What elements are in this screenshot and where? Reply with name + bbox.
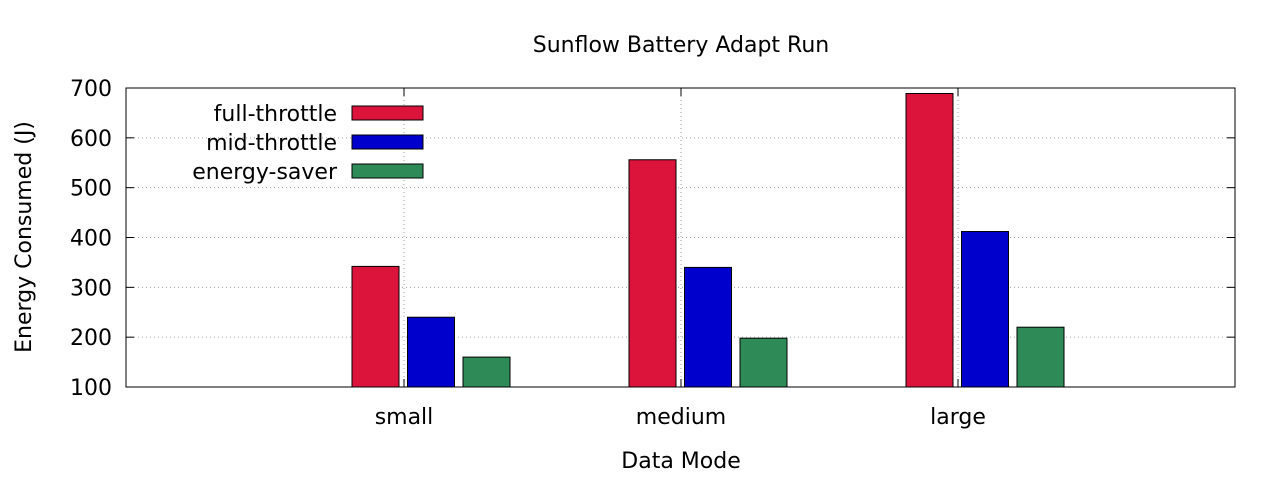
bar-energy-saver-small [462, 356, 511, 388]
x-tick-label: large [930, 405, 986, 430]
x-tick-label: medium [636, 405, 726, 430]
y-tick-label: 600 [70, 127, 112, 152]
y-tick-label: 100 [70, 376, 112, 401]
legend-swatch [351, 134, 424, 150]
bar-full-throttle-small [351, 265, 400, 388]
bar-mid-throttle-small [407, 316, 455, 388]
bars [351, 92, 1065, 388]
legend-swatch [351, 163, 424, 179]
bar-energy-saver-medium [739, 337, 788, 388]
bar-full-throttle-large [905, 92, 954, 388]
y-tick-label: 500 [70, 177, 112, 202]
legend-label: mid-throttle [206, 131, 337, 156]
legend: full-throttle mid-throttle energy-saver [192, 102, 424, 185]
chart-title: Sunflow Battery Adapt Run [533, 33, 829, 58]
x-axis-title: Data Mode [621, 449, 740, 474]
legend-label: energy-saver [192, 160, 338, 185]
y-tick-label: 300 [70, 276, 112, 301]
bar-mid-throttle-medium [684, 266, 732, 388]
x-ticks: small medium large [375, 88, 986, 430]
legend-swatch [351, 105, 424, 121]
legend-label: full-throttle [214, 102, 337, 127]
y-tick-label: 400 [70, 227, 112, 252]
y-ticks: 100 200 300 400 500 600 700 [70, 77, 1235, 401]
y-tick-label: 700 [70, 77, 112, 102]
y-axis-title: Energy Consumed (J) [12, 121, 37, 353]
y-tick-label: 200 [70, 326, 112, 351]
bar-energy-saver-large [1016, 326, 1065, 388]
bar-full-throttle-medium [628, 159, 677, 388]
bar-mid-throttle-large [961, 231, 1009, 388]
x-tick-label: small [375, 405, 434, 430]
